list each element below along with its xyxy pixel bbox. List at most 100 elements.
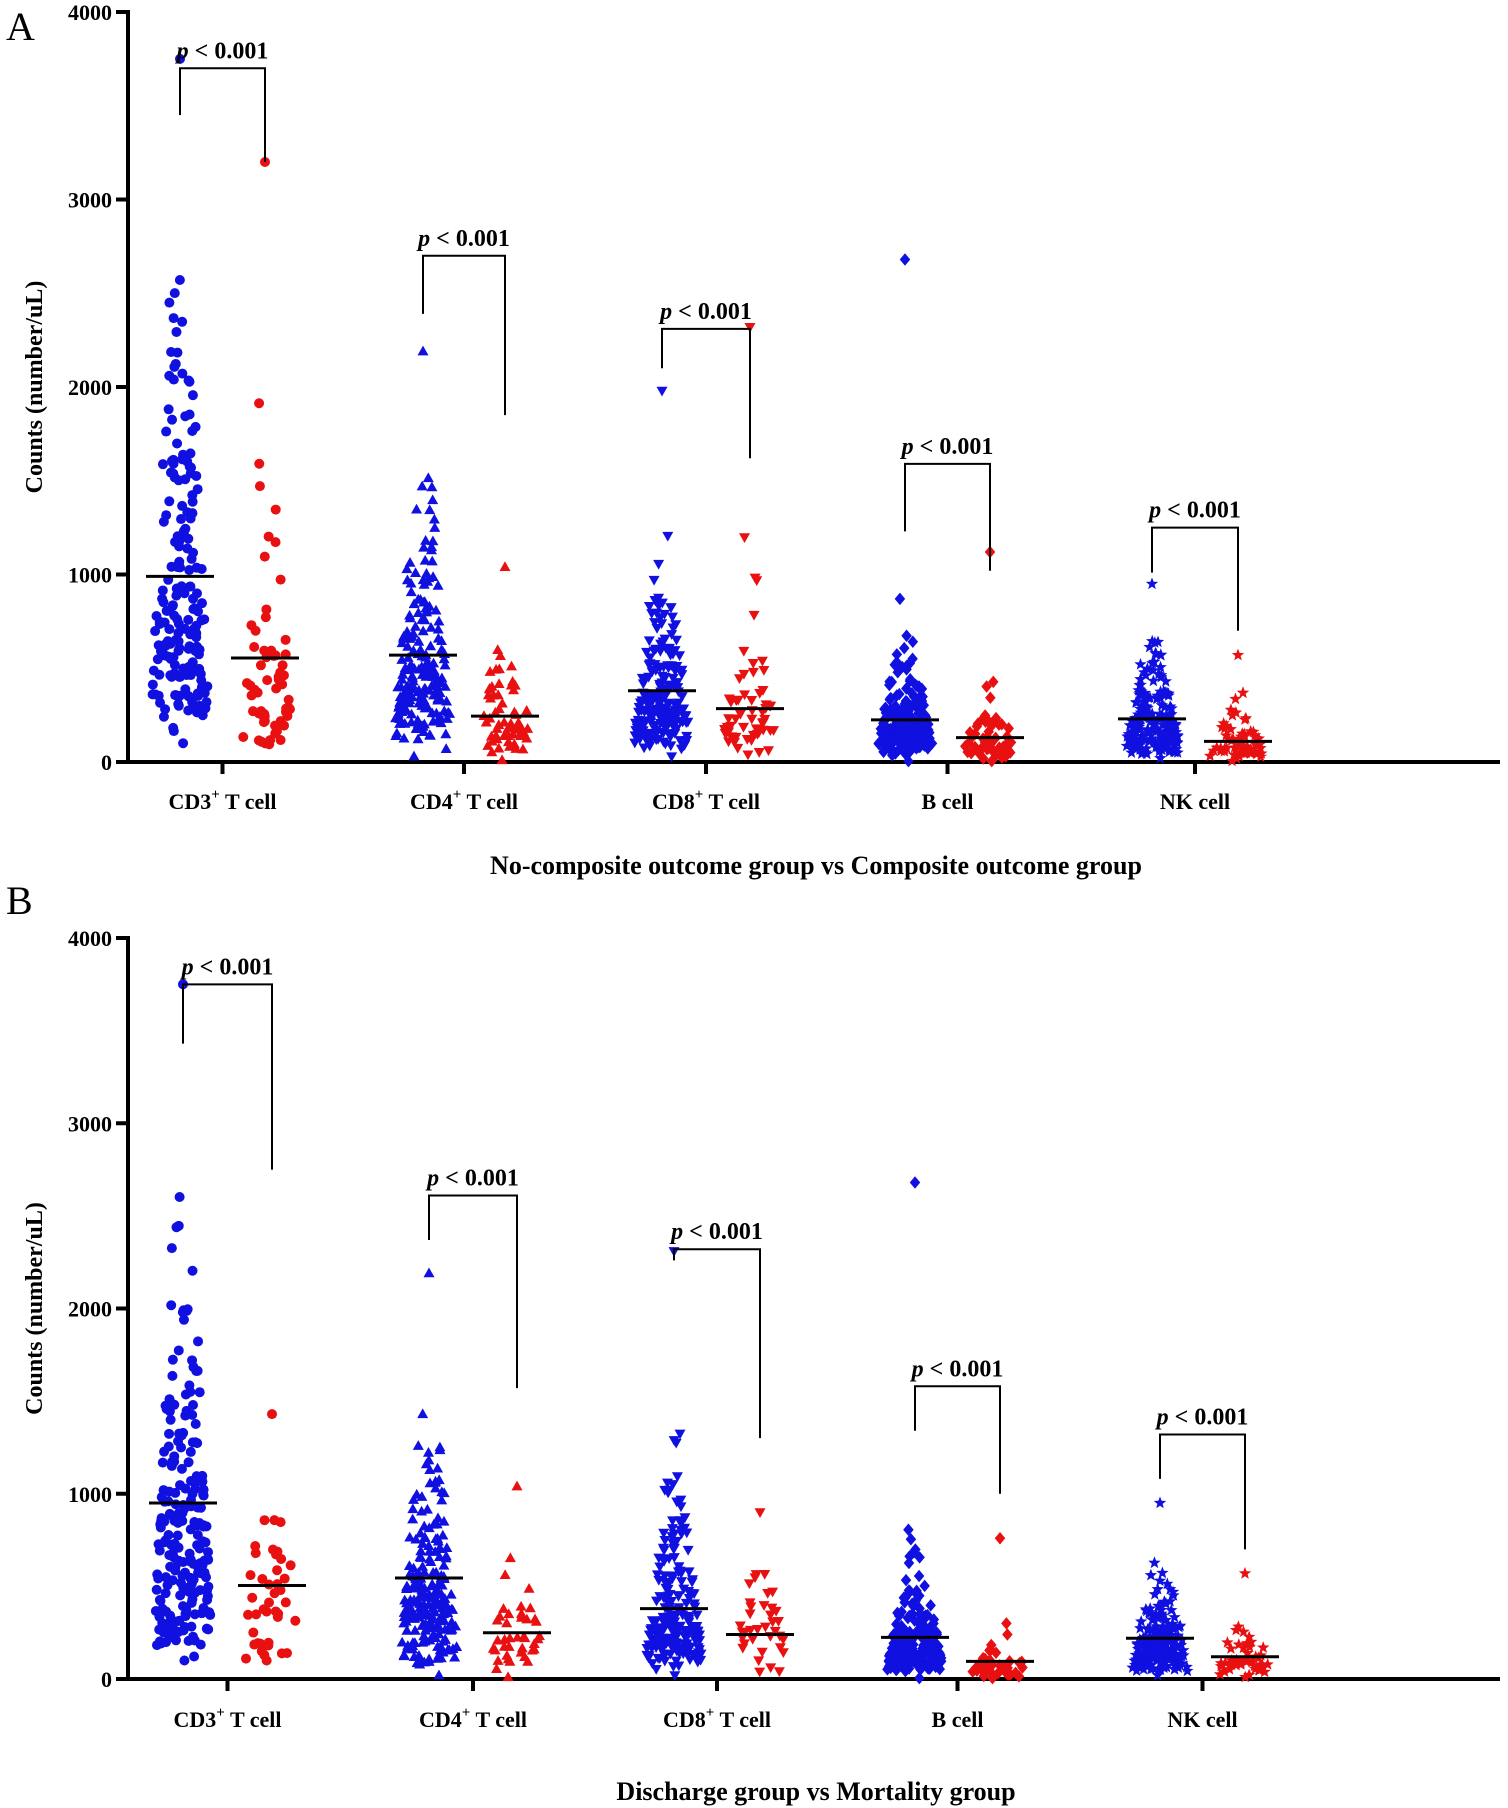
data-point (434, 687, 446, 698)
data-point (398, 1649, 410, 1660)
data-point (767, 1587, 779, 1598)
data-point (1230, 1653, 1243, 1666)
data-point (1152, 1610, 1165, 1623)
data-point (192, 484, 203, 495)
data-point (243, 1609, 254, 1620)
data-point (418, 726, 430, 737)
data-point (438, 1515, 450, 1526)
data-point (250, 1541, 261, 1552)
data-point (962, 745, 973, 759)
data-point (678, 1584, 690, 1595)
data-point (1170, 735, 1184, 748)
data-point (238, 732, 249, 743)
data-point (1161, 1629, 1174, 1642)
p-value-label: p < 0.001 (669, 1219, 763, 1245)
data-point (155, 1595, 166, 1606)
data-point (1164, 1582, 1177, 1595)
data-point (651, 1570, 663, 1581)
data-point (675, 1495, 687, 1506)
data-point (676, 670, 688, 680)
data-point (184, 376, 195, 387)
data-point (1159, 674, 1172, 687)
data-point (1234, 746, 1247, 759)
data-point (1157, 1596, 1171, 1608)
data-point (493, 742, 505, 753)
data-point (190, 421, 201, 432)
data-point (1169, 725, 1183, 738)
data-point (426, 707, 438, 718)
data-point (179, 1622, 190, 1633)
data-point (901, 659, 913, 673)
data-point (1136, 709, 1150, 722)
data-point (669, 714, 681, 725)
data-point (1237, 1641, 1250, 1654)
y-tick-label: 4000 (68, 926, 112, 951)
data-point (895, 719, 906, 733)
data-point (406, 691, 418, 702)
data-point (1240, 1655, 1253, 1667)
data-point (644, 698, 656, 709)
data-point (982, 714, 994, 728)
data-point (198, 1520, 209, 1531)
data-point (163, 1529, 174, 1540)
data-point (405, 716, 417, 727)
data-point (247, 706, 258, 717)
data-point (177, 454, 188, 465)
data-point (436, 1579, 448, 1590)
data-point (1148, 1640, 1161, 1652)
data-point (449, 1651, 461, 1662)
data-point (192, 642, 203, 653)
data-point (521, 732, 533, 743)
data-point (258, 717, 269, 728)
data-point (1157, 1638, 1170, 1651)
data-point (667, 1516, 679, 1527)
data-point (163, 1496, 174, 1507)
data-point (992, 1666, 1004, 1680)
data-point (1140, 1634, 1153, 1647)
x-tick-label: CD3+ T cell (169, 787, 277, 814)
series-group1 (1126, 1496, 1194, 1681)
data-point (1138, 733, 1151, 746)
data-point (669, 646, 681, 656)
data-point (423, 1540, 435, 1550)
data-point (254, 398, 265, 409)
data-point (167, 1625, 178, 1636)
data-point (176, 581, 187, 592)
data-point (154, 1611, 165, 1622)
data-point (430, 1482, 442, 1493)
data-point (1171, 1629, 1185, 1641)
data-point (507, 728, 519, 739)
data-point (1143, 640, 1156, 653)
series-group2 (478, 561, 534, 765)
data-point (418, 596, 430, 607)
data-point (684, 1655, 696, 1666)
data-point (188, 1399, 199, 1410)
data-point (168, 374, 179, 385)
data-point (894, 592, 906, 606)
data-point (398, 1617, 410, 1628)
data-point (1239, 1670, 1252, 1683)
y-tick-label: 3000 (68, 1111, 112, 1136)
data-point (674, 651, 686, 662)
data-point (438, 653, 450, 664)
data-point (166, 1300, 177, 1311)
data-point (659, 739, 671, 750)
data-point (486, 681, 498, 691)
data-point (417, 574, 429, 585)
data-point (1165, 707, 1178, 720)
data-point (491, 1663, 503, 1674)
data-point (1157, 729, 1170, 742)
data-point (899, 253, 911, 266)
data-point (1157, 718, 1170, 731)
data-point (763, 701, 775, 712)
data-point (170, 690, 181, 701)
data-point (1241, 1636, 1254, 1649)
data-point (1150, 1619, 1163, 1632)
data-point (172, 438, 183, 449)
data-point (396, 1636, 408, 1647)
data-point (1240, 746, 1253, 759)
series-group2 (1203, 648, 1268, 767)
panel-label: B (6, 878, 33, 923)
data-point (719, 728, 731, 739)
data-point (404, 609, 416, 620)
